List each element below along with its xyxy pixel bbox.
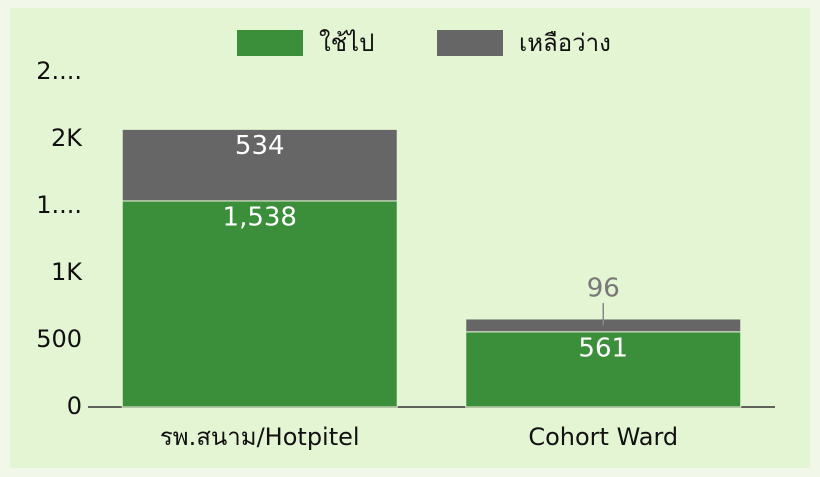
data-label: 534 (235, 131, 285, 161)
y-tick-label: 1K (51, 258, 83, 286)
y-tick-label: 500 (36, 325, 82, 353)
y-tick-label: 2K (51, 124, 83, 152)
legend-label: เหลือว่าง (519, 29, 611, 57)
legend-label: ใช้ไป (319, 29, 374, 57)
legend-swatch (437, 30, 503, 56)
data-label: 561 (578, 333, 628, 363)
bar-segment (121, 200, 398, 408)
bar-segment (121, 128, 398, 202)
data-label: 96 (587, 273, 620, 303)
y-tick-label: 0 (67, 392, 82, 420)
data-label: 1,538 (223, 202, 297, 232)
y-tick-label: 2.... (36, 57, 82, 85)
bar-segment (465, 331, 742, 408)
legend-swatch (237, 30, 303, 56)
x-tick-label: รพ.สนาม/Hotpitel (160, 423, 360, 451)
x-tick-label: Cohort Ward (528, 423, 678, 451)
y-tick-label: 1.... (36, 191, 82, 219)
